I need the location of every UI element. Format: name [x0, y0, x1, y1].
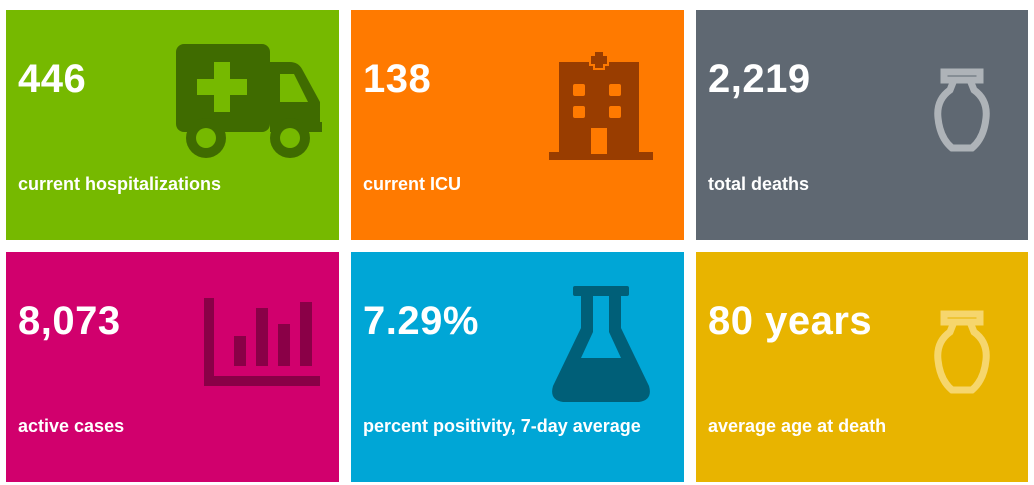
- average-age-value: 80 years: [708, 299, 873, 343]
- tile-positivity: 7.29% percent positivity, 7-day average: [351, 252, 684, 482]
- average-age-label: average age at death: [708, 416, 887, 436]
- deaths-label: total deaths: [708, 174, 810, 194]
- tile-hospitalizations: 446 current hospitalizations: [6, 10, 339, 240]
- positivity-label: percent positivity, 7-day average: [363, 416, 641, 436]
- hospital-icon: [549, 50, 653, 160]
- hospitalizations-value: 446: [18, 57, 87, 101]
- ambulance-icon: [176, 44, 322, 158]
- tile-deaths: 2,219 total deaths: [696, 10, 1028, 240]
- icu-label: current ICU: [363, 174, 462, 194]
- tile-icu: 138 current ICU: [351, 10, 684, 240]
- urn-icon: [934, 68, 990, 152]
- active-cases-value: 8,073: [18, 299, 121, 343]
- deaths-value: 2,219: [708, 57, 811, 101]
- active-cases-label: active cases: [18, 416, 125, 436]
- positivity-value: 7.29%: [363, 299, 479, 343]
- tile-average-age: 80 years average age at death: [696, 252, 1028, 482]
- urn-icon: [934, 310, 990, 394]
- icu-value: 138: [363, 57, 432, 101]
- tile-active-cases: 8,073 active cases: [6, 252, 339, 482]
- flask-icon: [552, 286, 650, 402]
- bar-chart-icon: [204, 298, 320, 386]
- hospitalizations-label: current hospitalizations: [18, 174, 222, 194]
